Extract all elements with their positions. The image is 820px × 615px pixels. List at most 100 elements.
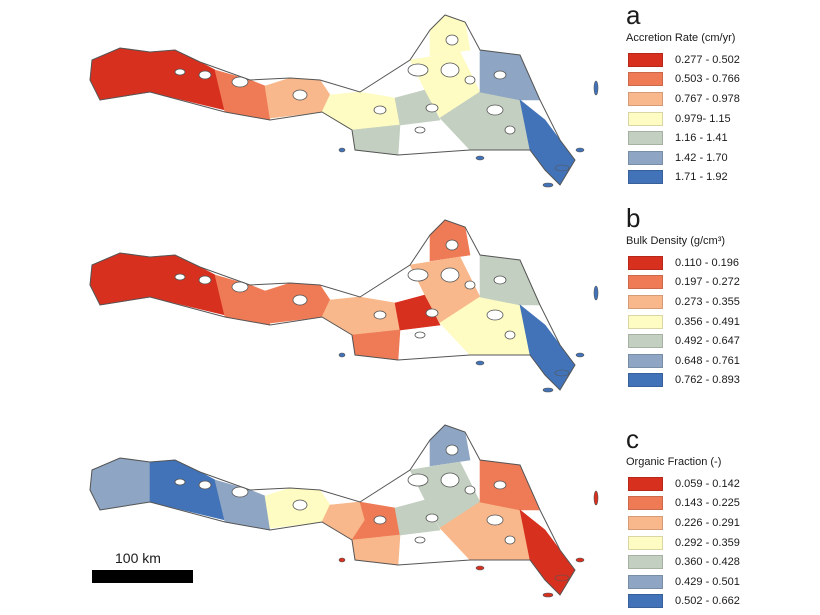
legend-swatch xyxy=(628,574,663,589)
legend-range-label: 0.143 - 0.225 xyxy=(675,497,740,510)
panel-letter-b: b xyxy=(626,203,641,233)
barrier-island xyxy=(554,164,570,172)
open-water xyxy=(407,268,429,282)
barrier-island xyxy=(575,352,585,358)
open-water xyxy=(198,275,212,285)
legend-range-label: 0.503 - 0.766 xyxy=(675,73,740,86)
map-panel-b xyxy=(0,205,610,410)
open-water xyxy=(292,499,308,511)
open-water xyxy=(231,76,249,88)
legend-swatch xyxy=(628,294,663,309)
marsh-region xyxy=(89,457,151,511)
marsh-region xyxy=(89,47,151,101)
legend-item: 0.273 - 0.355 xyxy=(612,292,817,312)
legend-swatch xyxy=(628,314,663,329)
legend-title-b: Bulk Density (g/cm³) xyxy=(626,235,726,247)
legend-item: 0.979- 1.15 xyxy=(612,109,817,129)
legend-title-a: Accretion Rate (cm/yr) xyxy=(626,32,736,44)
legend-item: 0.292 - 0.359 xyxy=(612,533,817,553)
marsh-region xyxy=(149,254,226,316)
coastline-outline xyxy=(89,14,576,186)
barrier-island xyxy=(542,182,554,188)
open-water xyxy=(504,330,516,340)
open-water xyxy=(373,105,387,115)
legend-swatch xyxy=(628,131,663,146)
legend-rows-c: 0.059 - 0.142 0.143 - 0.225 0.226 - 0.291 0… xyxy=(612,474,817,611)
legend-swatch xyxy=(628,170,663,185)
legend-item: 1.71 - 1.92 xyxy=(612,168,817,188)
open-water xyxy=(414,126,426,134)
panel-letter-c: c xyxy=(626,424,639,454)
legend-range-label: 0.502 - 0.662 xyxy=(675,595,740,608)
legend-item: 0.143 - 0.225 xyxy=(612,494,817,514)
legend-item: 0.110 - 0.196 xyxy=(612,253,817,273)
map-panel-c xyxy=(0,410,610,615)
open-water xyxy=(425,103,439,113)
open-water xyxy=(414,536,426,544)
legend-item: 1.16 - 1.41 xyxy=(612,128,817,148)
coastline-outline xyxy=(89,219,576,391)
open-water xyxy=(174,478,186,486)
legend-range-label: 1.42 - 1.70 xyxy=(675,151,728,164)
marsh-region xyxy=(394,294,441,331)
open-water xyxy=(292,89,308,101)
choropleth-map-b xyxy=(89,219,599,393)
legend-rows-a: 0.277 - 0.502 0.503 - 0.766 0.767 - 0.978 0… xyxy=(612,50,817,187)
legend-swatch xyxy=(628,535,663,550)
legend-item: 0.197 - 0.272 xyxy=(612,273,817,293)
legend-a: a Accretion Rate (cm/yr) 0.277 - 0.502 0.… xyxy=(612,2,817,187)
legend-swatch xyxy=(628,373,663,388)
legend-range-label: 0.762 - 0.893 xyxy=(675,374,740,387)
legend-range-label: 0.059 - 0.142 xyxy=(675,477,740,490)
legend-item: 0.762 - 0.893 xyxy=(612,371,817,391)
scale-bar: 100 km xyxy=(92,548,292,588)
legend-range-label: 0.648 - 0.761 xyxy=(675,354,740,367)
legend-item: 0.503 - 0.766 xyxy=(612,70,817,90)
legend-range-label: 0.429 - 0.501 xyxy=(675,575,740,588)
open-water xyxy=(486,104,504,116)
barrier-island xyxy=(593,285,599,301)
open-water xyxy=(174,68,186,76)
legend-swatch xyxy=(628,496,663,511)
open-water xyxy=(407,473,429,487)
marsh-region xyxy=(89,252,151,306)
legend-title-c: Organic Fraction (-) xyxy=(626,456,722,468)
legend-item: 0.492 - 0.647 xyxy=(612,331,817,351)
open-water xyxy=(231,486,249,498)
barrier-island xyxy=(593,80,599,96)
legend-range-label: 0.356 - 0.491 xyxy=(675,315,740,328)
map-panel-a xyxy=(0,0,610,205)
barrier-island xyxy=(475,565,485,571)
legend-range-label: 0.110 - 0.196 xyxy=(675,256,740,269)
coastline-outline xyxy=(89,424,576,596)
marsh-region xyxy=(394,499,441,536)
legend-swatch xyxy=(628,353,663,368)
open-water xyxy=(445,444,459,456)
panel-letter-a: a xyxy=(626,0,641,30)
open-water xyxy=(493,275,507,285)
barrier-island xyxy=(475,155,485,161)
barrier-island xyxy=(554,574,570,582)
open-water xyxy=(440,62,460,78)
open-water xyxy=(440,267,460,283)
barrier-island xyxy=(575,557,585,563)
open-water xyxy=(198,480,212,490)
legend-range-label: 1.71 - 1.92 xyxy=(675,171,728,184)
open-water xyxy=(464,75,476,85)
barrier-island xyxy=(475,360,485,366)
legend-item: 0.502 - 0.662 xyxy=(612,592,817,612)
legend-item: 0.277 - 0.502 xyxy=(612,50,817,70)
barrier-island xyxy=(338,557,346,563)
legend-item: 0.059 - 0.142 xyxy=(612,474,817,494)
marsh-region xyxy=(479,459,541,511)
barrier-island xyxy=(338,147,346,153)
legend-item: 0.360 - 0.428 xyxy=(612,552,817,572)
choropleth-map-c xyxy=(89,424,599,598)
marsh-region xyxy=(479,49,541,101)
choropleth-map-a xyxy=(89,14,599,188)
legend-item: 0.429 - 0.501 xyxy=(612,572,817,592)
barrier-island xyxy=(542,387,554,393)
scale-bar-label: 100 km xyxy=(115,550,161,566)
legend-swatch xyxy=(628,275,663,290)
legend-range-label: 1.16 - 1.41 xyxy=(675,132,728,145)
